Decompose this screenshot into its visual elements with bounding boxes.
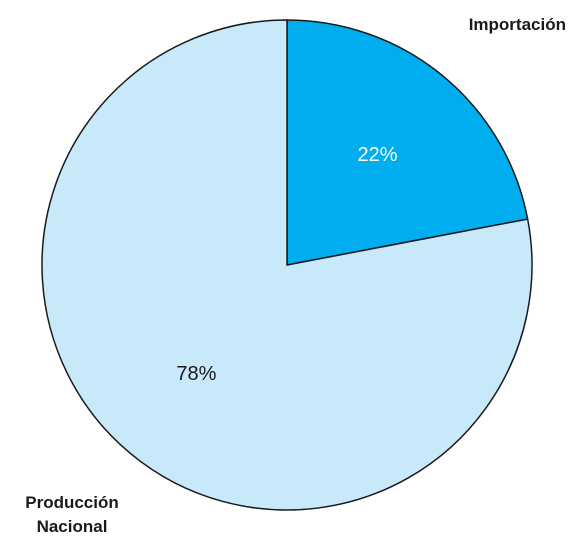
pie-value-labels: 22% 78% [176,144,397,385]
category-label-produccion-line1: Producción [25,493,119,512]
pie-slice-importacion [286,19,529,266]
category-label-produccion-nacional: Producción Nacional [25,493,119,536]
pie-slices [41,19,533,511]
value-label-produccion-nacional: 78% [176,363,216,385]
category-label-importacion: Importación [469,15,566,34]
category-label-produccion-line2: Nacional [37,517,108,536]
pie-slice-produccion-nacional [41,19,533,511]
value-label-importacion: 22% [358,144,398,166]
